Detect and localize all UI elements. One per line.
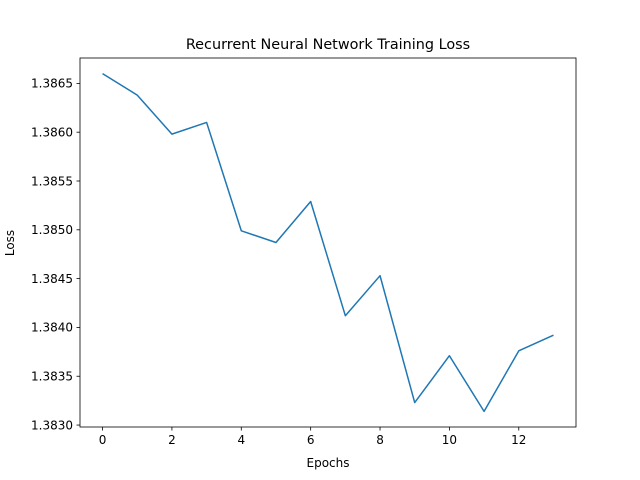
y-tick-label: 1.3860: [31, 125, 73, 139]
y-axis-label: Loss: [3, 230, 17, 256]
x-axis: 0 2 4 6 8 10 12: [99, 427, 526, 447]
plot-frame: [79, 57, 577, 428]
x-tick-label: 10: [442, 433, 457, 447]
x-axis-label: Epochs: [307, 456, 350, 470]
y-tick-label: 1.3855: [31, 174, 73, 188]
chart-title: Recurrent Neural Network Training Loss: [186, 37, 470, 53]
x-tick-label: 8: [376, 433, 384, 447]
y-tick-label: 1.3845: [31, 272, 73, 286]
y-tick-label: 1.3835: [31, 370, 73, 384]
x-tick-label: 12: [511, 433, 526, 447]
y-tick-label: 1.3830: [31, 418, 73, 432]
x-tick-label: 2: [168, 433, 176, 447]
x-tick-label: 0: [99, 433, 107, 447]
x-tick-label: 6: [307, 433, 315, 447]
y-tick-label: 1.3840: [31, 321, 73, 335]
plot-area: [102, 72, 554, 413]
x-tick-label: 4: [237, 433, 245, 447]
y-tick-label: 1.3865: [31, 77, 73, 91]
y-tick-label: 1.3850: [31, 223, 73, 237]
y-axis: 1.3830 1.3835 1.3840 1.3845 1.3850 1.3855 1.38…: [31, 77, 80, 432]
loss-line: [102, 72, 554, 413]
